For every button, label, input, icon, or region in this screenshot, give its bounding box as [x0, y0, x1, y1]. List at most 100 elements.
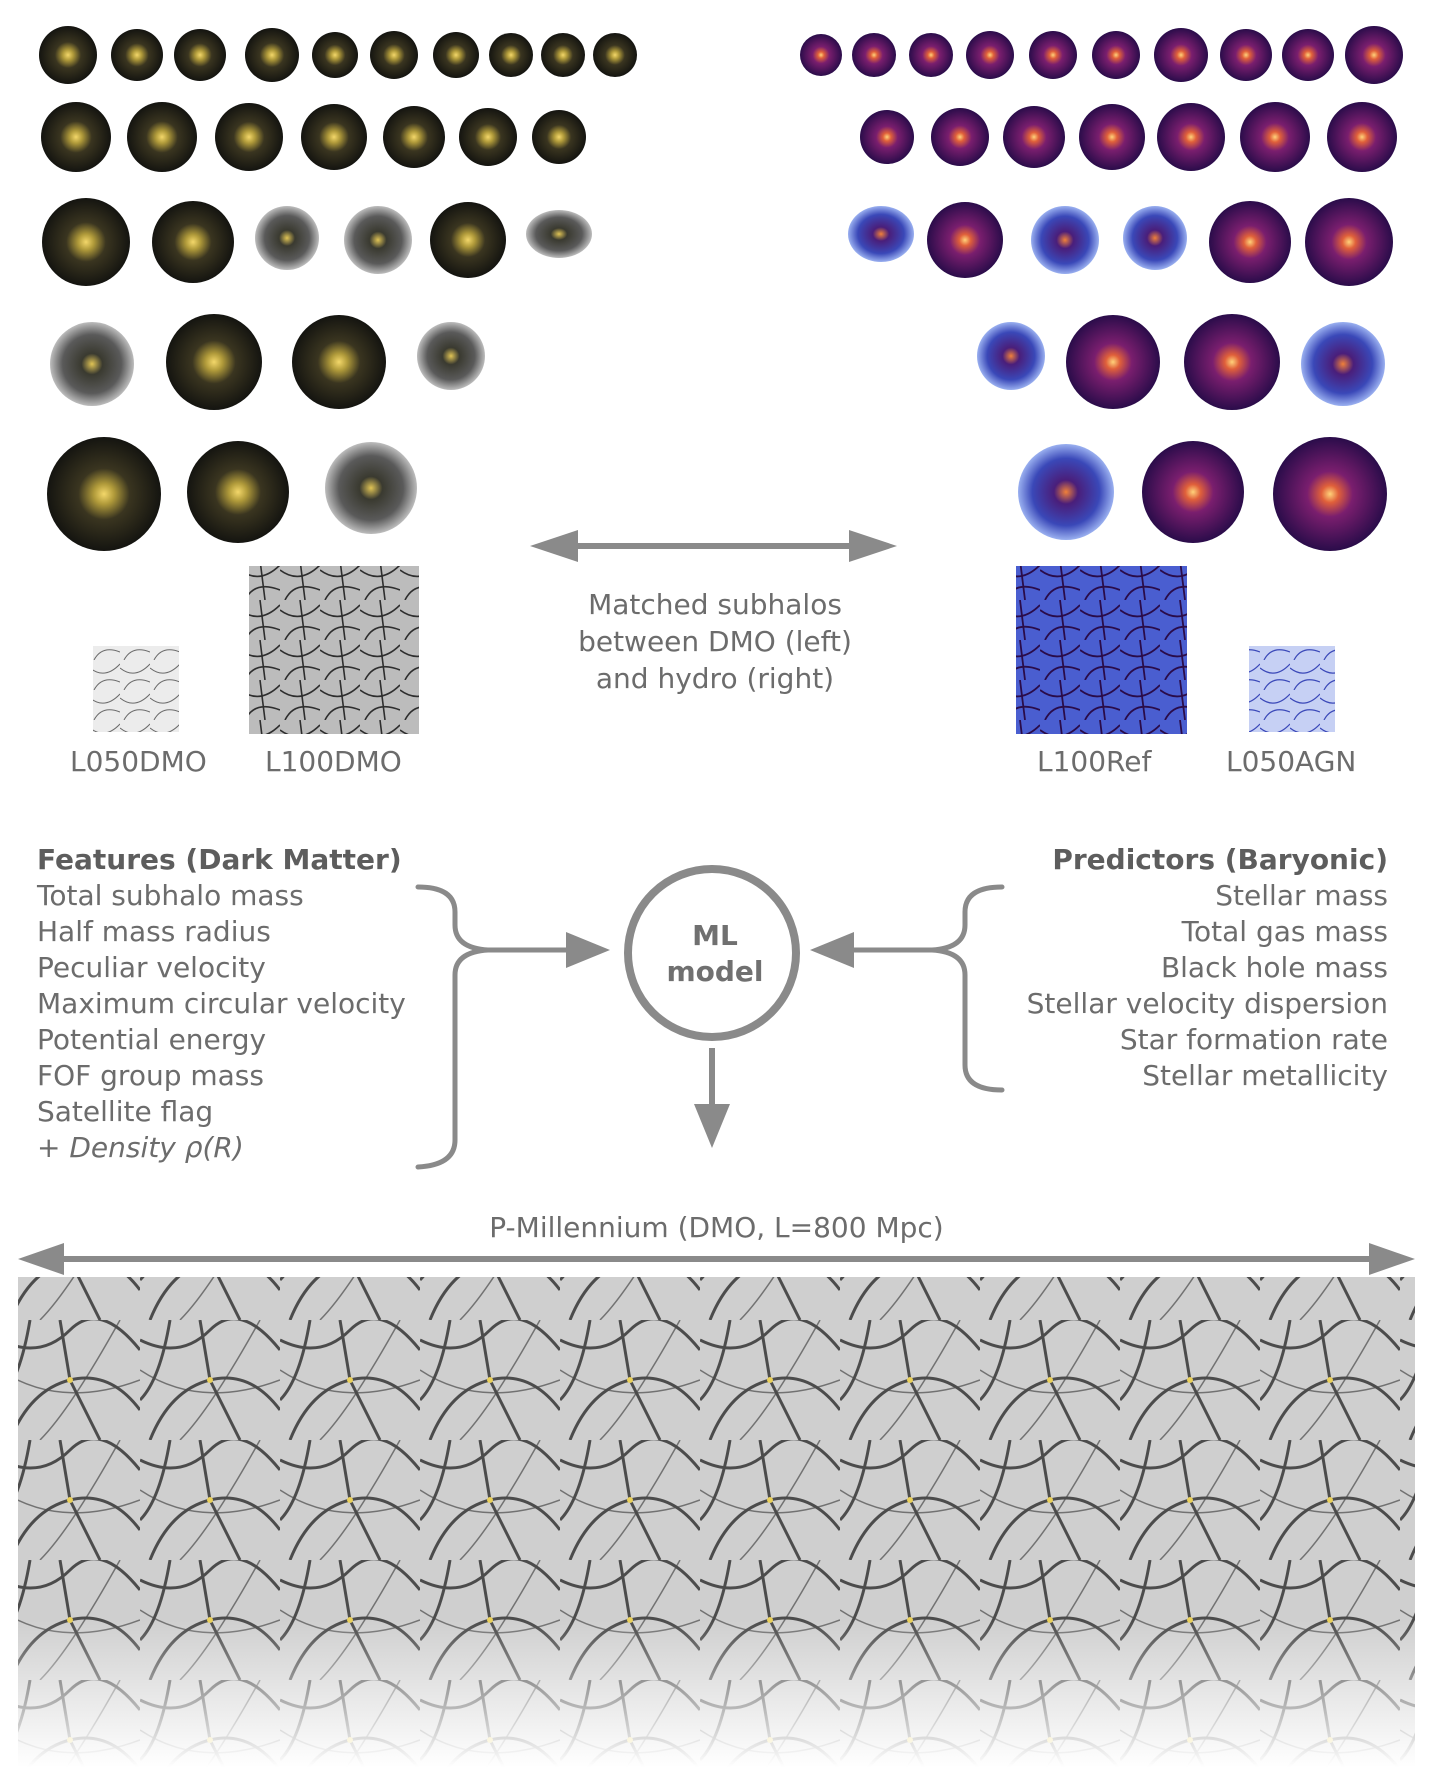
- dmo-subhalo: [41, 102, 111, 172]
- dmo-subhalo: [292, 315, 386, 409]
- predictor-item: Stellar mass: [1215, 879, 1388, 912]
- dmo-subhalo: [459, 108, 517, 166]
- hydro-row-4: [977, 314, 1385, 410]
- dmo-row-2: [41, 102, 586, 172]
- dmo-subhalo: [111, 29, 163, 81]
- hydro-subhalo: [1209, 201, 1291, 283]
- hydro-subhalo: [927, 202, 1003, 278]
- hydro-row-5: [1018, 437, 1387, 551]
- predictor-item: Black hole mass: [1160, 951, 1388, 984]
- hydro-subhalo: [1157, 103, 1225, 171]
- dmo-subhalo: [383, 106, 445, 168]
- hydro-subhalo: [1079, 104, 1145, 170]
- hydro-subhalo: [1282, 29, 1334, 81]
- hydro-subhalo: [1240, 102, 1310, 172]
- hydro-subhalo-diffuse: [1123, 206, 1187, 270]
- dmo-subhalo: [47, 437, 161, 551]
- hydro-subhalo: [1184, 314, 1280, 410]
- dmo-subhalo: [174, 29, 226, 81]
- feature-item: Peculiar velocity: [37, 951, 266, 984]
- feature-item: Potential energy: [37, 1023, 267, 1056]
- dmo-subhalo: [39, 26, 97, 84]
- ml-output-arrow: [694, 1048, 730, 1148]
- hydro-subhalo: [800, 34, 842, 76]
- matched-arrow: [530, 530, 897, 562]
- hydro-subhalo: [1305, 198, 1393, 286]
- predictors-arrow: [810, 932, 932, 968]
- l100dmo-label: L100DMO: [265, 745, 402, 778]
- dmo-subhalo: [166, 314, 262, 410]
- feature-extra: + Density ρ(R): [37, 1130, 406, 1166]
- hydro-row-3: [848, 198, 1393, 286]
- p-millennium-web-image: [18, 1277, 1415, 1767]
- ml-model-circle: [624, 865, 800, 1041]
- dmo-row-5: [47, 437, 417, 551]
- feature-item: Total subhalo mass: [37, 879, 304, 912]
- ml-model-line: model: [666, 955, 764, 988]
- hydro-subhalo-grid: [800, 26, 1403, 551]
- hydro-subhalo-diffuse: [1031, 206, 1099, 274]
- matched-caption-line: and hydro (right): [595, 662, 835, 695]
- arrow-left-icon: [810, 932, 854, 968]
- hydro-subhalo: [1220, 29, 1272, 81]
- ml-model-line: ML: [692, 919, 738, 952]
- hydro-subhalo: [1029, 31, 1077, 79]
- predictor-item: Stellar velocity dispersion: [1026, 987, 1388, 1020]
- dmo-subhalo: [42, 198, 130, 286]
- dmo-subhalo-diffuse: [344, 206, 412, 274]
- hydro-subhalo: [1327, 102, 1397, 172]
- feature-item: FOF group mass: [37, 1059, 264, 1092]
- hydro-subhalo: [1092, 31, 1140, 79]
- predictors-list: Predictors (Baryonic) Stellar mass Total…: [1027, 842, 1388, 1094]
- dmo-subhalo: [187, 441, 289, 543]
- l100ref-box: [1016, 566, 1187, 734]
- features-arrow: [488, 932, 610, 968]
- ml-model-label: ML model: [625, 918, 805, 990]
- dmo-subhalo-diffuse: [325, 442, 417, 534]
- predictor-item: Stellar metallicity: [1142, 1059, 1388, 1092]
- hydro-subhalo: [860, 110, 914, 164]
- features-title: Features (Dark Matter): [37, 843, 402, 876]
- hydro-subhalo: [966, 31, 1014, 79]
- arrow-head-left-icon: [18, 1243, 64, 1275]
- dmo-subhalo: [215, 103, 283, 171]
- hydro-row-2: [860, 102, 1397, 172]
- dmo-subhalo-diffuse: [417, 322, 485, 390]
- dmo-row-1: [39, 26, 637, 84]
- hydro-subhalo: [931, 108, 989, 166]
- hydro-subhalo: [1273, 437, 1387, 551]
- dmo-subhalo: [430, 202, 506, 278]
- dmo-subhalo: [152, 201, 234, 283]
- l100dmo-box: [249, 566, 419, 734]
- predictor-item: Total gas mass: [1181, 915, 1388, 948]
- dmo-row-4: [50, 314, 485, 410]
- hydro-subhalo: [1003, 106, 1065, 168]
- dmo-subhalo: [489, 33, 533, 77]
- l050agn-box: [1249, 646, 1335, 732]
- l050agn-label: L050AGN: [1226, 745, 1357, 778]
- features-brace-icon: [415, 884, 489, 1170]
- hydro-subhalo: [1142, 441, 1244, 543]
- feature-item: Maximum circular velocity: [37, 987, 406, 1020]
- hydro-subhalo: [852, 33, 896, 77]
- dmo-subhalo: [312, 32, 358, 78]
- simulation-boxes: [93, 566, 1335, 734]
- l050dmo-box: [93, 646, 179, 732]
- arrow-head-right-icon: [849, 530, 897, 562]
- feature-item: Satellite flag: [37, 1095, 214, 1128]
- predictors-title: Predictors (Baryonic): [1052, 843, 1388, 876]
- p-millennium-label: P-Millennium (DMO, L=800 Mpc): [489, 1211, 944, 1244]
- hydro-subhalo-diffuse: [1301, 322, 1385, 406]
- hydro-subhalo-diffuse: [977, 322, 1045, 390]
- dmo-subhalo: [541, 33, 585, 77]
- hydro-subhalo: [1154, 28, 1208, 82]
- hydro-subhalo: [1066, 315, 1160, 409]
- arrow-head-right-icon: [1369, 1243, 1415, 1275]
- predictors-brace-icon: [931, 884, 1005, 1093]
- dmo-row-3: [42, 198, 592, 286]
- dmo-subhalo: [127, 102, 197, 172]
- predictor-item: Star formation rate: [1119, 1023, 1388, 1056]
- dmo-subhalo-grid: [39, 26, 637, 551]
- dmo-subhalo: [301, 104, 367, 170]
